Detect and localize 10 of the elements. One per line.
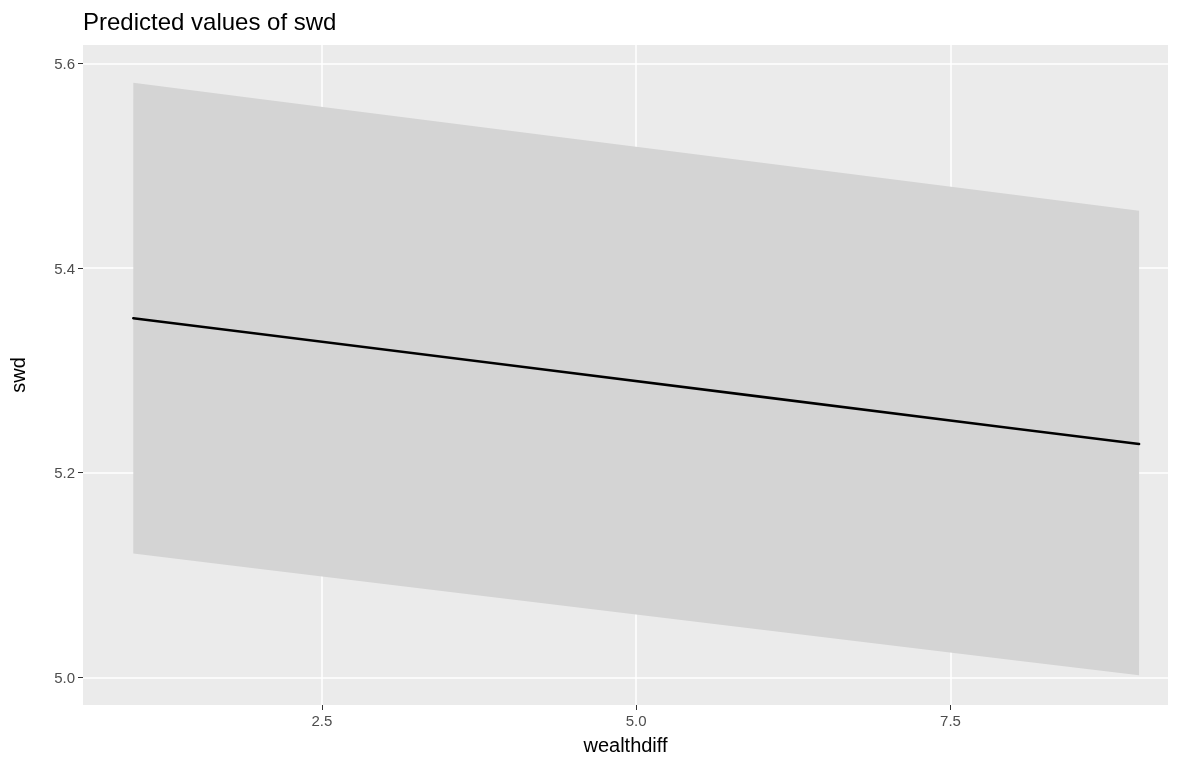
x-tick-label: 5.0 <box>625 712 647 729</box>
x-tick-label: 2.5 <box>311 712 333 729</box>
y-tick-label: 5.0 <box>54 668 75 686</box>
y-tick-label: 5.2 <box>54 464 75 482</box>
x-tick-label: 7.5 <box>940 712 961 729</box>
chart-title: Predicted values of swd <box>83 7 337 35</box>
y-tick-label: 5.4 <box>54 259 75 277</box>
y-tick-label: 5.6 <box>54 54 75 72</box>
y-axis-title: swd <box>7 357 29 393</box>
x-axis-title: wealthdiff <box>582 734 668 756</box>
